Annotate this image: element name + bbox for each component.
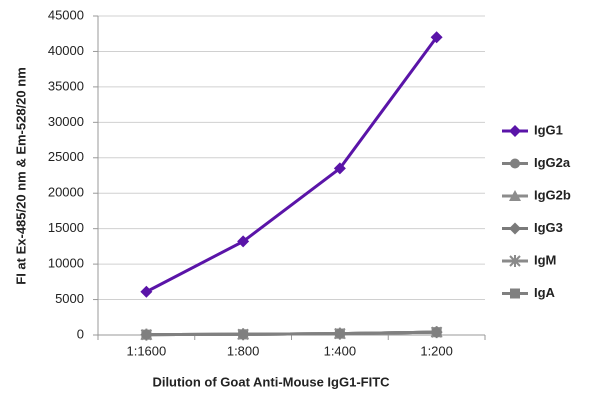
y-tick-label: 15000 (48, 220, 84, 235)
x-axis-label: Dilution of Goat Anti-Mouse IgG1-FITC (152, 374, 390, 389)
marker (333, 162, 346, 175)
y-tick-label: 25000 (48, 149, 84, 164)
x-tick-label: 1:400 (324, 343, 357, 358)
marker (430, 31, 443, 44)
legend-label: IgG2a (534, 155, 571, 170)
legend-marker (509, 190, 521, 201)
x-tick-label: 1:800 (227, 343, 260, 358)
y-axis-label: FI at Ex-485/20 nm & Em-528/20 nm (13, 67, 28, 284)
legend-label: IgG1 (534, 122, 563, 137)
legend-marker (510, 288, 520, 299)
y-tick-label: 40000 (48, 43, 84, 58)
x-tick-label: 1:200 (420, 343, 453, 358)
y-tick-label: 20000 (48, 185, 84, 200)
legend-label: IgG2b (534, 187, 571, 202)
y-tick-label: 0 (77, 326, 84, 341)
series-line (145, 36, 438, 294)
y-tick-label: 45000 (48, 7, 84, 22)
series-line (146, 330, 437, 337)
y-tick-label: 35000 (48, 78, 84, 93)
marker (141, 329, 152, 340)
marker (140, 285, 153, 298)
y-tick-label: 5000 (55, 291, 84, 306)
legend-marker (509, 222, 521, 235)
marker (238, 329, 249, 340)
marker (237, 235, 250, 248)
legend-marker (509, 125, 521, 137)
x-tick-label: 1:1600 (126, 343, 166, 358)
y-tick-label: 30000 (48, 114, 84, 129)
legend-marker (510, 158, 520, 169)
legend-label: IgM (534, 252, 556, 267)
y-tick-label: 10000 (48, 256, 84, 271)
marker (334, 328, 345, 339)
legend-label: IgA (534, 285, 556, 300)
marker (431, 327, 442, 338)
legend-marker (509, 255, 521, 267)
legend-label: IgG3 (534, 220, 563, 235)
